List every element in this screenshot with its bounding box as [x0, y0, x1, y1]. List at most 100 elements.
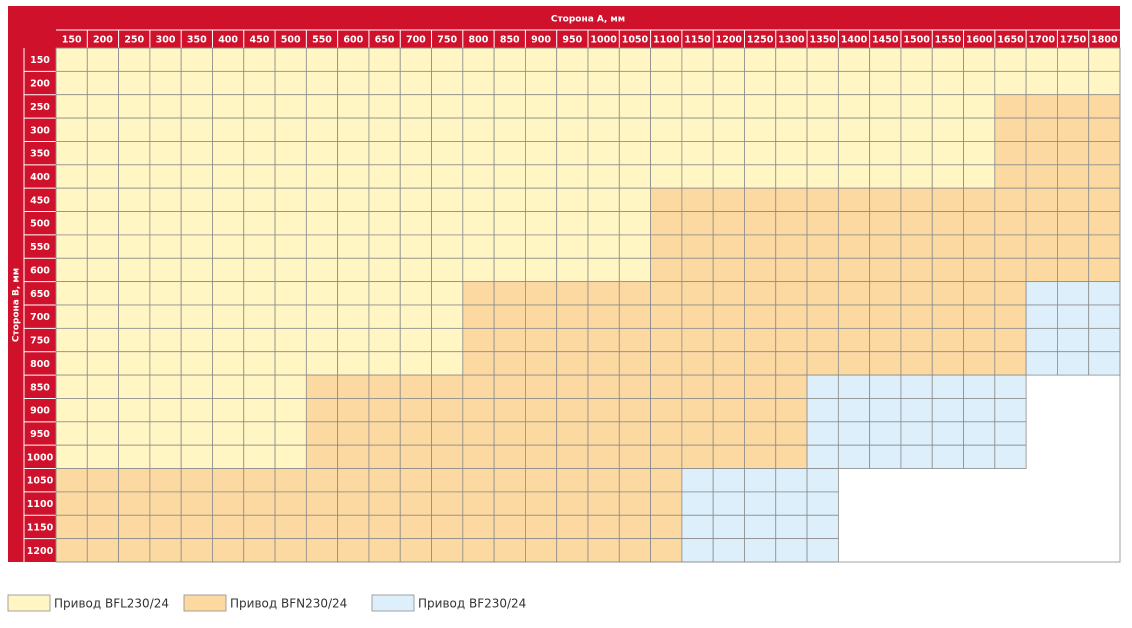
cell: [587, 141, 620, 166]
cell: [681, 47, 714, 72]
header-band: [8, 6, 1120, 48]
cell: [931, 94, 964, 119]
cell: [55, 70, 88, 96]
cell: [86, 117, 119, 142]
cell: [493, 327, 526, 353]
cell: [86, 257, 119, 283]
cell: [337, 538, 370, 563]
cell: [149, 281, 182, 306]
column-header: 1350: [809, 35, 836, 46]
cell: [744, 257, 777, 283]
cell: [305, 211, 339, 236]
cell: [337, 374, 370, 399]
cell: [806, 421, 839, 446]
cell: [118, 141, 151, 166]
cell: [556, 141, 589, 166]
cell: [274, 421, 307, 446]
column-header: 150: [62, 35, 82, 46]
cell: [712, 444, 745, 469]
cell: [212, 70, 245, 96]
cell: [462, 234, 495, 259]
cell: [180, 514, 213, 540]
cell: [180, 444, 213, 469]
cell: [650, 187, 683, 212]
cell: [305, 304, 339, 329]
cell: [681, 164, 714, 189]
cell: [55, 117, 88, 142]
cell: [618, 211, 651, 236]
cell: [149, 47, 182, 72]
cell: [493, 374, 526, 399]
cell: [618, 257, 651, 283]
cell: [118, 281, 151, 306]
cell: [274, 257, 307, 283]
row-header: 650: [30, 289, 50, 300]
cell: [963, 94, 996, 119]
cell: [994, 164, 1027, 189]
cell: [931, 70, 964, 96]
cell: [368, 538, 401, 563]
cell: [775, 304, 808, 329]
cell: [744, 141, 777, 166]
cell: [744, 47, 777, 72]
cell: [556, 327, 589, 353]
cell: [305, 327, 339, 353]
cell: [712, 491, 745, 516]
cell: [963, 70, 996, 96]
cell: [493, 234, 526, 259]
cell: [399, 374, 432, 399]
cell: [368, 257, 401, 283]
cell: [931, 374, 964, 399]
cell: [775, 187, 808, 212]
cell: [775, 351, 808, 376]
cell: [1025, 327, 1058, 353]
cell: [963, 117, 996, 142]
column-header: 1000: [590, 35, 617, 46]
cell: [963, 47, 996, 72]
cell: [337, 47, 370, 72]
cell: [525, 468, 558, 493]
column-header: 1150: [684, 35, 711, 46]
cell: [1025, 281, 1058, 306]
cell: [744, 211, 777, 236]
cell: [86, 351, 119, 376]
cell: [305, 421, 339, 446]
cell: [900, 211, 933, 236]
cell: [775, 141, 808, 166]
cell: [650, 491, 683, 516]
cell: [587, 421, 620, 446]
cell: [55, 164, 88, 189]
column-header: 250: [124, 35, 144, 46]
cell: [525, 164, 558, 189]
cell: [650, 468, 683, 493]
cell: [556, 211, 589, 236]
cell: [118, 444, 151, 469]
cell: [650, 70, 683, 96]
cell: [212, 141, 245, 166]
cell: [525, 141, 558, 166]
cell: [368, 514, 401, 540]
cell: [274, 491, 307, 516]
cell: [399, 491, 432, 516]
cell: [337, 514, 370, 540]
column-header: 1450: [872, 35, 899, 46]
cell: [618, 304, 651, 329]
column-header: 950: [562, 35, 582, 46]
cell: [1088, 351, 1121, 376]
cell: [806, 211, 839, 236]
column-header: 1550: [935, 35, 962, 46]
cell: [368, 70, 401, 96]
cell: [368, 327, 401, 353]
cell: [869, 421, 902, 446]
cell: [806, 187, 839, 212]
cell: [431, 187, 464, 212]
cell: [900, 281, 933, 306]
cell: [618, 374, 651, 399]
cell: [1025, 164, 1058, 189]
cell: [618, 281, 651, 306]
cell: [931, 304, 964, 329]
cell: [462, 257, 495, 283]
cell: [1025, 304, 1058, 329]
cell: [744, 281, 777, 306]
cell: [618, 94, 651, 119]
